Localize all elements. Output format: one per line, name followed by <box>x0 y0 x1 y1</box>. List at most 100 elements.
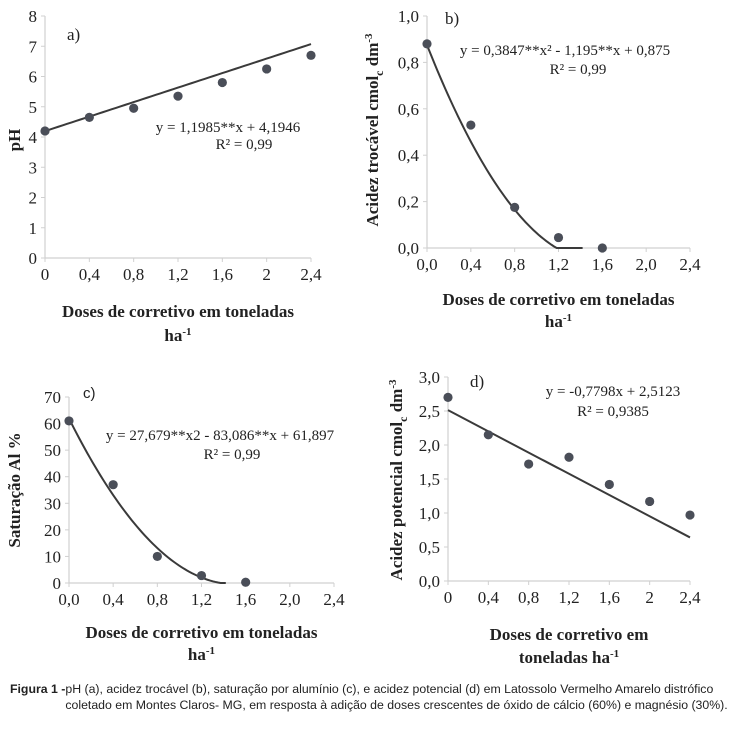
x-tick-label: 0,8 <box>518 588 539 607</box>
trend-line <box>447 409 691 539</box>
y-tick-label: 0,0 <box>398 239 419 258</box>
data-point <box>262 64 272 74</box>
y-tick-label: 20 <box>44 521 61 540</box>
data-point <box>196 570 207 581</box>
data-point <box>645 496 655 507</box>
r-squared-label: R² = 0,99 <box>550 62 607 78</box>
x-tick-label: 1,6 <box>599 588 620 607</box>
panel-label: d) <box>470 372 484 391</box>
x-axis-title-unit: ha-1 <box>188 645 215 664</box>
data-point <box>685 510 695 520</box>
x-axis-title: Doses de corretivo em toneladas <box>86 623 318 642</box>
x-tick-label: 0 <box>444 588 453 607</box>
x-tick-label: 2,0 <box>279 590 300 609</box>
data-point <box>217 77 227 88</box>
data-point <box>152 551 162 562</box>
y-tick-label: 0 <box>29 249 38 268</box>
x-tick-label: 2,4 <box>300 265 322 284</box>
y-tick-label: 0 <box>53 574 62 593</box>
y-tick-label: 1 <box>29 219 38 238</box>
y-tick-label: 2,0 <box>419 436 440 455</box>
panel-label: a) <box>67 25 80 44</box>
y-tick-label: 0,6 <box>398 100 419 119</box>
regression-equation: y = 27,679**x2 - 83,086**x + 61,897 <box>106 428 335 444</box>
y-axis-title: Acidez trocável cmolc dm-3 <box>363 33 386 227</box>
y-tick-label: 40 <box>44 468 61 487</box>
y-tick-label: 4 <box>29 128 38 147</box>
caption-label: Figura 1 - <box>10 682 66 696</box>
data-point <box>597 243 607 253</box>
data-point <box>306 50 316 60</box>
y-tick-label: 60 <box>44 415 61 434</box>
x-tick-label: 1,2 <box>558 588 579 607</box>
x-tick-label: 0,4 <box>460 255 482 274</box>
x-tick-label: 1,6 <box>235 590 256 609</box>
y-tick-label: 0,4 <box>398 146 420 165</box>
x-tick-label: 1,2 <box>167 265 188 284</box>
y-tick-label: 1,0 <box>419 504 440 523</box>
x-axis-title-unit: ha-1 <box>545 312 572 331</box>
y-tick-label: 30 <box>44 494 61 513</box>
y-tick-label: 0,5 <box>419 538 440 557</box>
x-tick-label: 0,4 <box>79 265 101 284</box>
data-point <box>510 202 520 212</box>
regression-equation: y = 0,3847**x² - 1,195**x + 0,875 <box>460 43 670 59</box>
y-tick-label: 1,5 <box>419 470 440 489</box>
y-tick-label: 1,0 <box>398 7 419 26</box>
chart-a: 0 0,4 0,8 1,2 1,6 2 2,4 0 1 2 3 4 5 6 7 8 Doses de corre… <box>5 7 322 345</box>
x-tick-label: 0,8 <box>123 265 144 284</box>
data-point <box>108 480 118 490</box>
y-tick-label: 2,5 <box>419 402 440 421</box>
y-tick-label: 5 <box>29 98 38 117</box>
x-axis-title-unit: ha-1 <box>164 326 191 345</box>
x-tick-label: 0,0 <box>416 255 437 274</box>
data-point <box>524 459 534 469</box>
y-axis-title: Saturação Al % <box>5 432 24 547</box>
y-tick-label: 3,0 <box>419 368 440 387</box>
y-axis-title: pH <box>5 129 24 152</box>
chart-d: 0 0,4 0,8 1,2 1,6 2 2,4 0,0 0,5 1,0 1,5 2,0 2,5 3,0 Do… <box>387 368 701 667</box>
figure-caption: Figura 1 - pH (a), acidez trocável (b), … <box>10 682 732 713</box>
x-tick-label: 0,8 <box>504 255 525 274</box>
y-tick-label: 0,0 <box>419 572 440 591</box>
r-squared-label: R² = 0,99 <box>216 137 273 153</box>
data-point <box>241 577 251 587</box>
data-point <box>604 479 614 490</box>
x-tick-label: 1,6 <box>592 255 613 274</box>
x-axis-title: Doses de corretivo em toneladas <box>62 302 294 321</box>
x-axis-title-unit: toneladas ha-1 <box>519 648 619 667</box>
data-point <box>129 103 139 113</box>
chart-b: 0,0 0,4 0,8 1,2 1,6 2,0 2,4 0,0 0,2 0,4 0,6 0,8 1,0 D… <box>363 7 701 331</box>
y-tick-label: 0,8 <box>398 53 419 72</box>
x-tick-label: 1,2 <box>548 255 569 274</box>
data-point <box>466 120 476 130</box>
data-point <box>553 232 564 243</box>
caption-text: pH (a), acidez trocável (b), saturação p… <box>65 682 728 712</box>
data-point <box>443 392 453 402</box>
trend-line <box>426 44 583 249</box>
y-tick-label: 70 <box>44 388 61 407</box>
x-axis-title: Doses de corretivo em <box>490 625 649 644</box>
data-point <box>84 112 94 122</box>
data-point <box>173 91 183 101</box>
panel-label: b) <box>445 9 459 28</box>
x-tick-label: 1,2 <box>191 590 212 609</box>
y-tick-label: 2 <box>29 189 38 208</box>
x-tick-label: 1,6 <box>212 265 233 284</box>
y-tick-label: 10 <box>44 547 61 566</box>
y-tick-label: 7 <box>29 37 38 56</box>
data-point <box>483 430 493 440</box>
x-tick-label: 2 <box>645 588 654 607</box>
data-point <box>564 452 574 462</box>
x-tick-label: 0,8 <box>147 590 168 609</box>
figure-canvas: 0 0,4 0,8 1,2 1,6 2 2,4 0 1 2 3 4 5 6 7 8 Doses de corre… <box>5 7 701 667</box>
r-squared-label: R² = 0,99 <box>204 447 261 463</box>
x-axis-title: Doses de corretivo em toneladas <box>443 290 675 309</box>
regression-equation: y = 1,1985**x + 4,1946 <box>156 120 301 136</box>
x-tick-label: 0,0 <box>58 590 79 609</box>
y-tick-label: 8 <box>29 7 38 26</box>
regression-equation: y = -0,7798x + 2,5123 <box>546 384 680 400</box>
x-tick-label: 0,4 <box>478 588 500 607</box>
x-tick-label: 2 <box>262 265 271 284</box>
data-point <box>64 416 74 426</box>
